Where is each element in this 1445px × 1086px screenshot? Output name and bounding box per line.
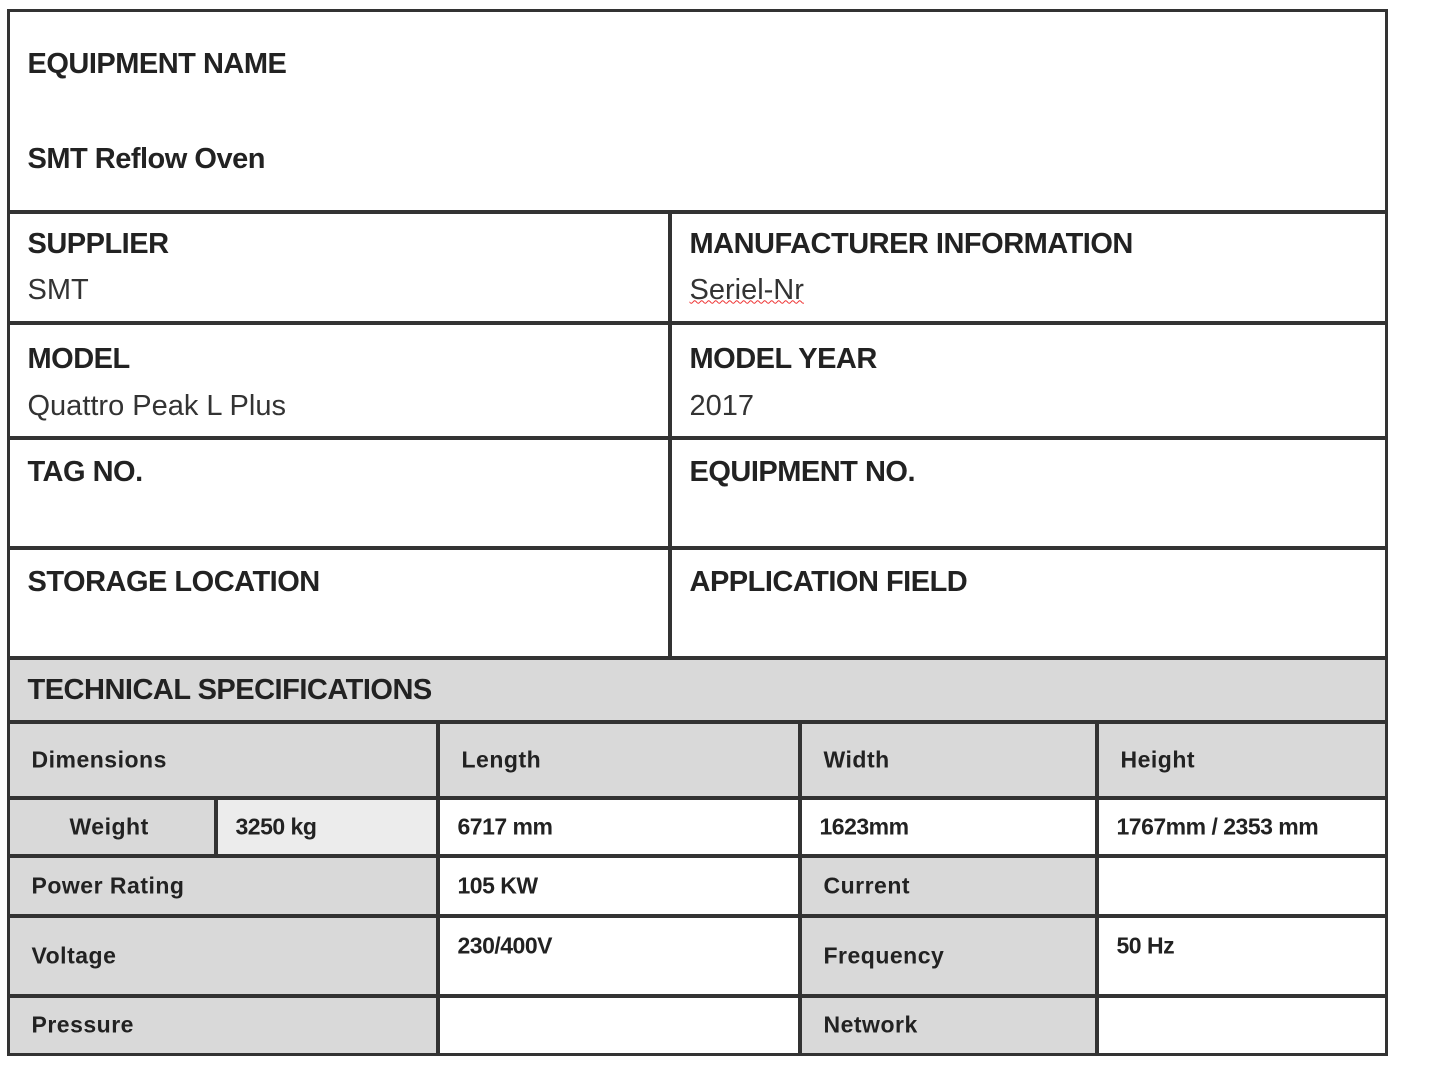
supplier-label: SUPPLIER — [27, 227, 170, 260]
supplier-value: SMT — [27, 273, 89, 306]
model-label: MODEL — [27, 342, 131, 375]
pressure-label: Pressure — [31, 1011, 134, 1038]
model-cell: MODEL Quattro Peak L Plus — [6, 321, 671, 439]
tech-specs-header: TECHNICAL SPECIFICATIONS — [6, 656, 1388, 723]
weight-label: Weight — [69, 813, 149, 839]
width-value-cell: 1623mm — [798, 796, 1098, 857]
height-label-cell: Height — [1095, 720, 1388, 799]
weight-value-cell: 3250 kg — [214, 796, 439, 857]
storage-location-cell: STORAGE LOCATION — [6, 546, 671, 659]
model-year-label: MODEL YEAR — [689, 342, 878, 375]
model-year-cell: MODEL YEAR 2017 — [668, 321, 1388, 439]
height-value-cell: 1767mm / 2353 mm — [1095, 796, 1388, 857]
height-label: Height — [1120, 746, 1196, 772]
pressure-value-cell — [436, 994, 801, 1056]
voltage-label: Voltage — [31, 942, 117, 968]
voltage-label-cell: Voltage — [6, 914, 439, 997]
frequency-label-cell: Frequency — [798, 914, 1098, 997]
network-value-cell — [1095, 994, 1388, 1056]
dimensions-label-cell: Dimensions — [6, 720, 439, 799]
equipment-name-label: EQUIPMENT NAME — [27, 47, 287, 80]
width-label-cell: Width — [798, 720, 1098, 799]
equipment-no-cell: EQUIPMENT NO. — [668, 436, 1388, 549]
supplier-cell: SUPPLIER SMT — [6, 210, 671, 324]
voltage-value-cell: 230/400V — [436, 914, 801, 997]
width-value: 1623mm — [819, 813, 910, 839]
model-year-value: 2017 — [689, 389, 755, 422]
current-label-cell: Current — [798, 854, 1098, 917]
power-value-cell: 105 KW — [436, 854, 801, 917]
dimensions-label: Dimensions — [31, 746, 167, 772]
length-value-cell: 6717 mm — [436, 796, 801, 857]
length-value: 6717 mm — [457, 813, 553, 839]
weight-label-cell: Weight — [6, 796, 217, 857]
network-label-cell: Network — [798, 994, 1098, 1056]
voltage-value: 230/400V — [457, 932, 553, 959]
tag-no-cell: TAG NO. — [6, 436, 671, 549]
frequency-value: 50 Hz — [1116, 932, 1175, 959]
power-value: 105 KW — [457, 872, 539, 898]
current-label: Current — [823, 872, 911, 898]
length-label: Length — [461, 746, 542, 772]
model-value: Quattro Peak L Plus — [27, 389, 286, 422]
tech-specs-title: TECHNICAL SPECIFICATIONS — [27, 673, 433, 706]
manufacturer-cell: MANUFACTURER INFORMATION Seriel-Nr — [668, 210, 1388, 324]
weight-value: 3250 kg — [235, 813, 317, 839]
pressure-label-cell: Pressure — [6, 994, 439, 1056]
network-label: Network — [823, 1011, 918, 1038]
length-label-cell: Length — [436, 720, 801, 799]
application-field-cell: APPLICATION FIELD — [668, 546, 1388, 659]
frequency-label: Frequency — [823, 942, 945, 968]
manufacturer-label: MANUFACTURER INFORMATION — [689, 227, 1134, 260]
frequency-value-cell: 50 Hz — [1095, 914, 1388, 997]
height-value: 1767mm / 2353 mm — [1116, 813, 1319, 839]
storage-location-label: STORAGE LOCATION — [27, 565, 321, 598]
power-label-cell: Power Rating — [6, 854, 439, 917]
application-field-label: APPLICATION FIELD — [689, 565, 968, 598]
equipment-no-label: EQUIPMENT NO. — [689, 455, 916, 488]
equipment-name-cell: EQUIPMENT NAME SMT Reflow Oven — [6, 8, 1388, 213]
manufacturer-value: Seriel-Nr — [689, 273, 804, 306]
equipment-name-value: SMT Reflow Oven — [27, 142, 266, 175]
tag-no-label: TAG NO. — [27, 455, 144, 488]
current-value-cell — [1095, 854, 1388, 917]
width-label: Width — [823, 746, 890, 772]
power-label: Power Rating — [31, 872, 185, 898]
